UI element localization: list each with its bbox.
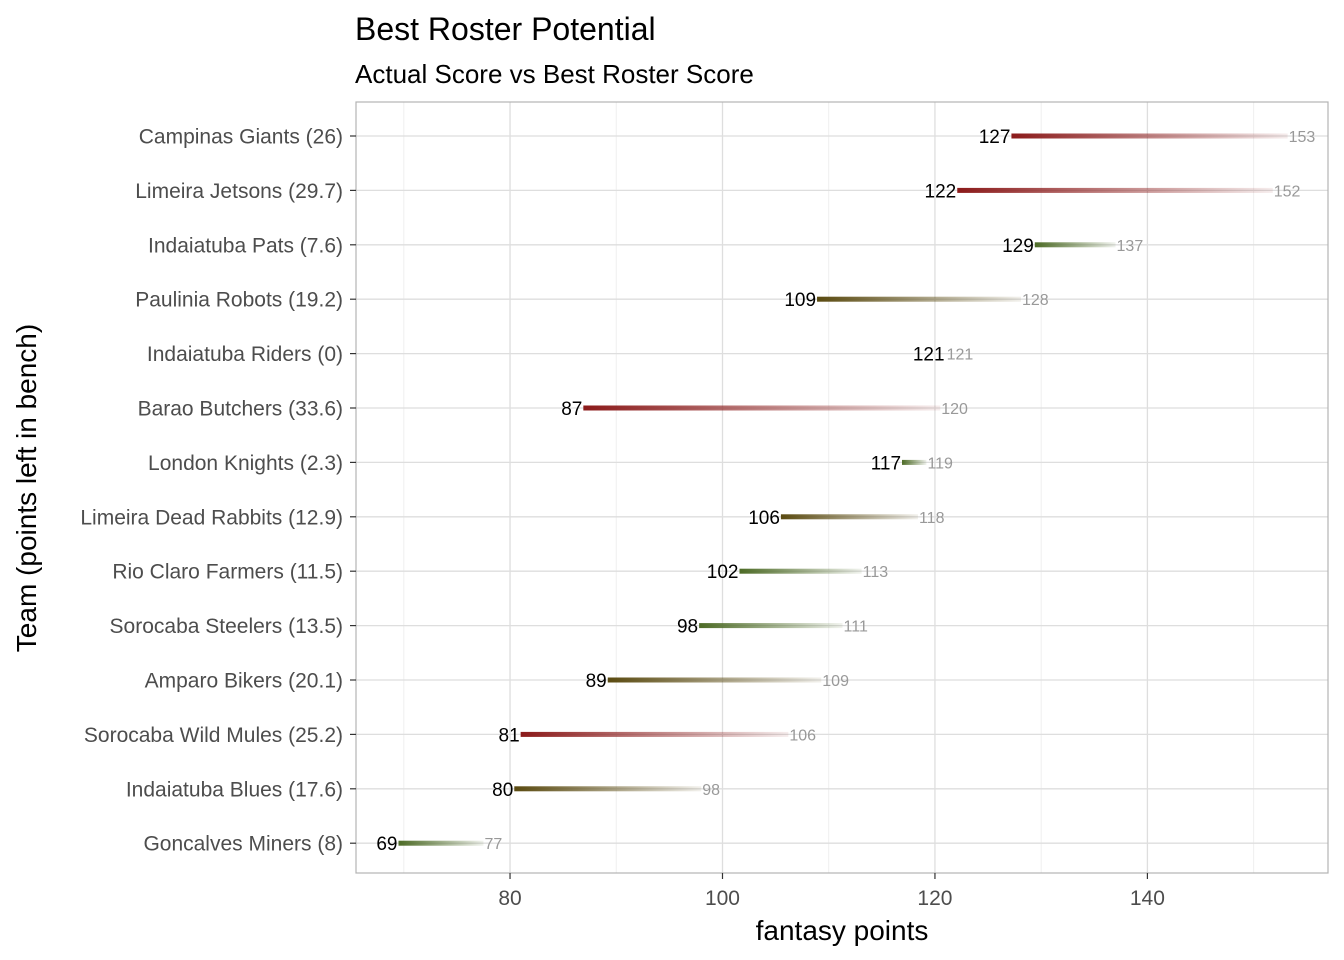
score-segment <box>1034 242 1116 248</box>
y-tick-label: Sorocaba Steelers (13.5) <box>110 615 343 638</box>
best-score-label: 137 <box>1117 238 1144 255</box>
y-tick-label: Amparo Bikers (20.1) <box>145 670 343 693</box>
actual-score-label: 129 <box>1002 236 1034 257</box>
score-segment <box>739 568 862 574</box>
score-segment <box>607 677 822 683</box>
x-axis-title: fantasy points <box>756 915 929 946</box>
y-tick-label: Indaiatuba Pats (7.6) <box>148 234 343 257</box>
actual-score-label: 127 <box>979 127 1011 148</box>
score-segment <box>1011 133 1288 139</box>
y-tick-label: Indaiatuba Blues (17.6) <box>126 778 343 801</box>
score-segment <box>902 459 927 465</box>
x-axis-ticks: 80 100 120 140 <box>498 873 1165 910</box>
x-tick-label: 140 <box>1130 887 1165 910</box>
score-segment <box>699 623 843 629</box>
segments <box>398 133 1288 846</box>
best-score-label: 118 <box>919 510 945 527</box>
score-segment <box>957 187 1273 193</box>
best-score-label: 121 <box>947 347 974 364</box>
x-tick-label: 100 <box>705 887 740 910</box>
actual-score-label: 98 <box>677 617 698 638</box>
x-tick-label: 80 <box>498 887 521 910</box>
plot-panel <box>356 102 1328 873</box>
actual-score-label: 109 <box>784 290 816 311</box>
score-segment <box>398 840 484 846</box>
actual-score-label: 102 <box>707 562 739 583</box>
actual-score-label: 69 <box>376 834 397 855</box>
plot-panel-border <box>355 101 1329 874</box>
y-axis-title: Team (points left in bench) <box>11 324 42 652</box>
actual-score-label: 80 <box>492 780 513 801</box>
actual-score-label: 87 <box>561 399 582 420</box>
best-score-label: 152 <box>1274 183 1301 200</box>
actual-score-label: 122 <box>925 181 957 202</box>
best-score-label: 77 <box>484 836 502 853</box>
score-segment <box>583 405 941 411</box>
best-score-label: 106 <box>789 727 816 744</box>
x-tick-label: 120 <box>917 887 952 910</box>
best-score-label: 111 <box>844 619 868 636</box>
actual-score-label: 121 <box>913 345 945 366</box>
y-tick-label: Limeira Dead Rabbits (12.9) <box>80 506 343 529</box>
y-tick-label: Campinas Giants (26) <box>139 126 343 149</box>
y-axis-ticks: Campinas Giants (26) Limeira Jetsons (29.… <box>80 126 356 856</box>
score-segment <box>817 296 1021 302</box>
actual-score-label: 117 <box>871 453 901 474</box>
y-tick-label: Paulinia Robots (19.2) <box>135 289 343 312</box>
score-segment <box>520 731 789 737</box>
actual-score-label: 106 <box>748 508 780 529</box>
y-tick-label: Goncalves Miners (8) <box>143 833 343 856</box>
best-score-label: 98 <box>702 782 720 799</box>
best-score-label: 128 <box>1022 292 1049 309</box>
best-score-label: 120 <box>941 401 968 418</box>
actual-score-label: 81 <box>499 725 520 746</box>
y-tick-label: Barao Butchers (33.6) <box>138 398 343 421</box>
score-segment <box>514 786 702 792</box>
y-tick-label: Indaiatuba Riders (0) <box>147 343 343 366</box>
y-tick-label: Limeira Jetsons (29.7) <box>135 180 343 203</box>
best-score-label: 109 <box>822 673 849 690</box>
y-tick-label: Rio Claro Farmers (11.5) <box>112 561 343 584</box>
y-tick-label: Sorocaba Wild Mules (25.2) <box>84 724 343 747</box>
chart-title: Best Roster Potential <box>355 11 656 47</box>
data-labels: 127 153 122 152 129 137 109 128 121 121 87 120 117 11… <box>376 127 1315 855</box>
best-score-label: 153 <box>1289 129 1316 146</box>
score-segment <box>780 514 918 520</box>
best-score-label: 119 <box>927 455 953 472</box>
actual-score-label: 89 <box>586 671 607 692</box>
chart-subtitle: Actual Score vs Best Roster Score <box>355 59 754 89</box>
best-score-label: 113 <box>863 564 889 581</box>
y-tick-label: London Knights (2.3) <box>148 452 343 475</box>
